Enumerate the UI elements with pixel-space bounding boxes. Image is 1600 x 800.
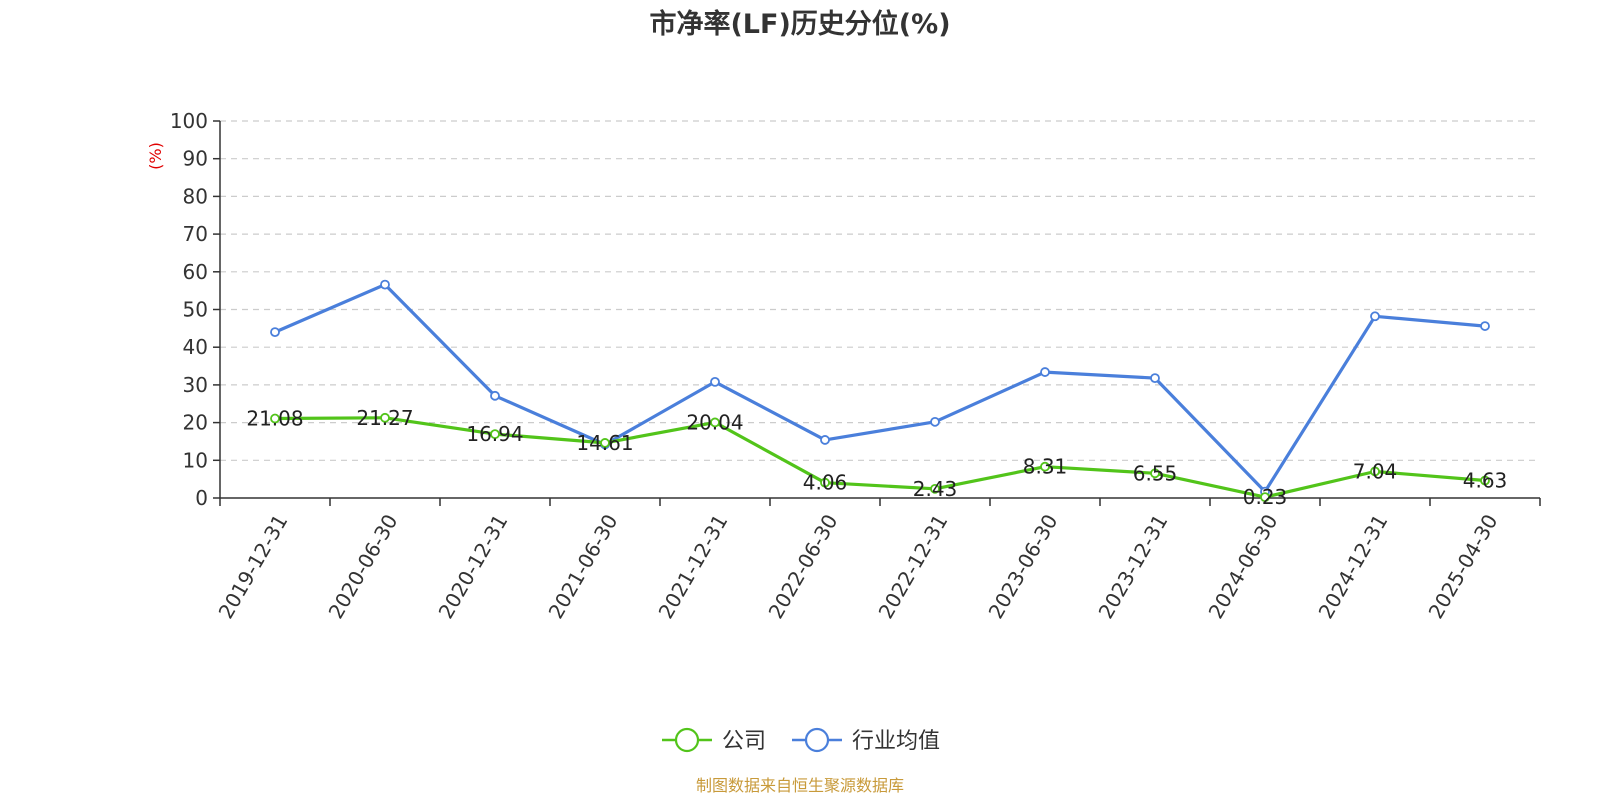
data-point <box>490 390 500 401</box>
data-point <box>1150 373 1160 384</box>
data-label: 4.63 <box>1463 469 1508 493</box>
y-axis: 0 10 20 30 40 50 60 70 80 90 100 <box>170 109 221 510</box>
y-tick-label: 60 <box>183 260 208 284</box>
data-point <box>1480 321 1490 331</box>
data-point <box>820 477 830 488</box>
data-point <box>1370 466 1380 477</box>
x-tick-label: 2020-06-30 <box>324 510 403 623</box>
data-label: 0.23 <box>1243 485 1288 509</box>
source-note: 制图数据来自恒生聚源数据库 <box>696 776 904 795</box>
data-label: 21.08 <box>246 407 303 431</box>
data-point <box>600 438 610 448</box>
data-point <box>1150 468 1160 479</box>
data-label: 2.43 <box>913 477 958 501</box>
y-tick-label: 10 <box>183 448 208 472</box>
data-point <box>1480 475 1490 486</box>
series-line-1 <box>274 283 1486 494</box>
data-label: 7.04 <box>1353 459 1398 483</box>
data-point <box>270 327 280 338</box>
grid-lines <box>220 120 1540 461</box>
chart-title: 市净率(LF)历史分位(%) <box>649 8 950 40</box>
x-axis: 2019-12-31 2020-06-30 2020-12-31 2021-06-30… <box>214 497 1541 623</box>
data-point <box>820 435 830 445</box>
y-tick-label: 50 <box>183 298 208 322</box>
legend-marker-0 <box>674 727 700 753</box>
y-tick-label: 40 <box>183 335 208 359</box>
series-line-0 <box>274 416 1486 499</box>
data-point <box>1370 311 1380 322</box>
x-tick-label: 2022-12-31 <box>874 510 953 623</box>
plot-series <box>270 279 1490 503</box>
x-tick-label: 2021-06-30 <box>544 510 623 623</box>
data-labels: 21.08 21.27 16.94 14.61 20.04 4.06 2.43 8.31 6.5… <box>246 406 1507 509</box>
legend-label-0: 公司 <box>722 729 766 754</box>
x-tick-label: 2024-06-30 <box>1204 510 1283 623</box>
data-point <box>270 413 280 424</box>
data-point <box>930 416 940 427</box>
y-tick-label: 0 <box>195 486 208 510</box>
legend-label-1: 行业均值 <box>852 729 940 754</box>
data-label: 4.06 <box>803 471 848 495</box>
data-point <box>710 417 720 428</box>
y-tick-label: 20 <box>183 411 208 435</box>
data-point <box>1260 492 1270 503</box>
data-label: 21.27 <box>356 406 413 430</box>
data-point <box>1040 367 1050 377</box>
y-tick-label: 100 <box>170 109 208 133</box>
x-tick-label: 2024-12-31 <box>1314 510 1393 623</box>
x-tick-label: 2023-12-31 <box>1094 510 1173 623</box>
x-tick-label: 2019-12-31 <box>214 510 293 623</box>
data-point <box>380 279 390 290</box>
x-tick-label: 2020-12-31 <box>434 510 513 623</box>
x-tick-label: 2022-06-30 <box>764 510 843 623</box>
y-tick-label: 30 <box>183 373 208 397</box>
data-label: 16.94 <box>466 422 523 446</box>
y-tick-label: 80 <box>183 184 208 208</box>
y-axis-label: (%) <box>146 142 165 170</box>
data-label: 20.04 <box>686 410 743 434</box>
data-point <box>490 429 500 440</box>
legend-marker-1 <box>804 727 830 753</box>
legend[interactable]: 公司 行业均值 <box>662 727 940 754</box>
y-tick-label: 70 <box>183 222 208 246</box>
x-tick-label: 2023-06-30 <box>984 510 1063 623</box>
x-tick-label: 2021-12-31 <box>654 510 733 623</box>
data-label: 6.55 <box>1133 461 1178 485</box>
data-point <box>380 412 390 423</box>
data-point <box>930 483 940 494</box>
data-point <box>1040 461 1050 472</box>
y-tick-label: 90 <box>183 147 208 171</box>
data-point <box>710 376 720 387</box>
data-label: 14.61 <box>576 431 633 455</box>
x-tick-label: 2025-04-30 <box>1424 510 1503 623</box>
data-label: 8.31 <box>1023 455 1068 479</box>
